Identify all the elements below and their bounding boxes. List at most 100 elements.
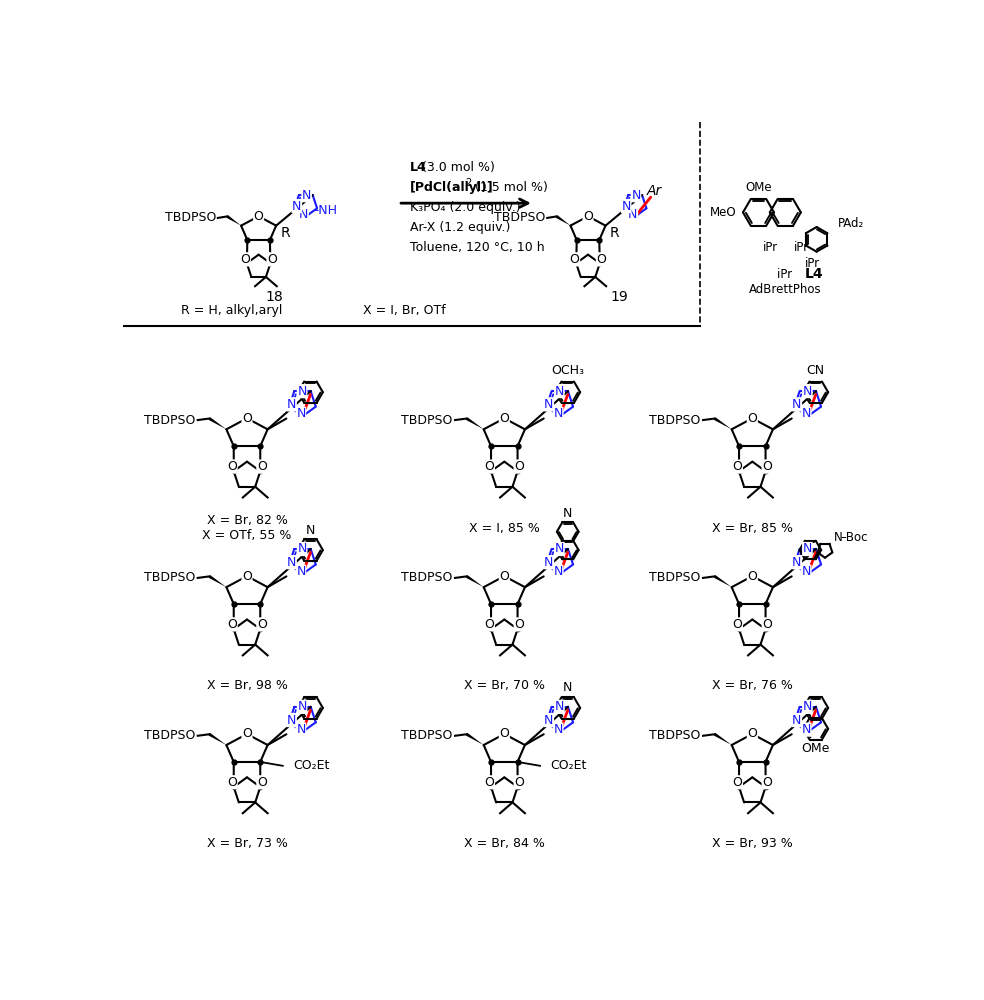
Text: O: O	[484, 460, 494, 473]
Text: O: O	[227, 776, 237, 789]
Polygon shape	[465, 575, 484, 587]
Text: X = I, Br, OTf: X = I, Br, OTf	[363, 304, 446, 317]
Text: K₃PO₄ (2.0 equiv.): K₃PO₄ (2.0 equiv.)	[409, 201, 521, 214]
Polygon shape	[713, 575, 732, 587]
Text: N: N	[563, 681, 573, 694]
Text: Toluene, 120 °C, 10 h: Toluene, 120 °C, 10 h	[409, 241, 544, 254]
Text: N: N	[544, 556, 554, 569]
Text: Ar-X (1.2 equiv.): Ar-X (1.2 equiv.)	[409, 221, 510, 234]
Text: N: N	[287, 398, 296, 411]
Text: R: R	[280, 226, 290, 240]
Text: TBDPSO: TBDPSO	[401, 571, 453, 584]
Text: O: O	[267, 253, 277, 266]
Text: N: N	[802, 407, 811, 420]
Text: TBDPSO: TBDPSO	[494, 211, 546, 224]
Text: R: R	[610, 226, 620, 240]
Text: N: N	[555, 700, 564, 713]
Text: TBDPSO: TBDPSO	[144, 729, 196, 742]
Text: O: O	[242, 570, 252, 583]
Polygon shape	[556, 215, 571, 226]
Text: OMe: OMe	[802, 742, 830, 755]
Text: O: O	[732, 776, 742, 789]
Text: X = Br, 70 %: X = Br, 70 %	[463, 679, 545, 692]
Text: N: N	[296, 723, 306, 736]
Text: O: O	[515, 618, 524, 631]
Text: N: N	[554, 407, 563, 420]
Polygon shape	[209, 417, 226, 429]
Text: N: N	[555, 542, 564, 555]
Text: X = Br, 98 %: X = Br, 98 %	[207, 679, 287, 692]
Text: O: O	[499, 570, 510, 583]
Text: TBDPSO: TBDPSO	[649, 571, 701, 584]
Text: N: N	[802, 565, 811, 578]
Text: TBDPSO: TBDPSO	[649, 729, 701, 742]
Text: N: N	[297, 542, 307, 555]
Text: N: N	[803, 385, 812, 398]
Text: N: N	[306, 524, 315, 537]
Text: O: O	[499, 727, 510, 740]
Text: OMe: OMe	[745, 181, 771, 194]
Text: O: O	[484, 776, 494, 789]
Text: TBDPSO: TBDPSO	[165, 211, 216, 224]
Text: N: N	[302, 189, 311, 202]
Text: Ar: Ar	[646, 184, 662, 198]
Text: iPr: iPr	[763, 241, 777, 254]
Text: N: N	[287, 556, 296, 569]
Text: N: N	[554, 565, 563, 578]
Text: O: O	[748, 727, 758, 740]
Text: O: O	[499, 412, 510, 425]
Text: O: O	[732, 618, 742, 631]
Text: O: O	[570, 253, 580, 266]
Text: O: O	[242, 727, 252, 740]
Text: O: O	[596, 253, 606, 266]
Text: N: N	[287, 714, 296, 727]
Text: –Boc: –Boc	[840, 531, 868, 544]
Text: O: O	[227, 460, 237, 473]
Text: N: N	[834, 531, 843, 544]
Text: X = Br, 93 %: X = Br, 93 %	[712, 837, 793, 850]
Text: MeO: MeO	[710, 206, 737, 219]
Polygon shape	[465, 417, 484, 429]
Text: iPr: iPr	[805, 257, 820, 270]
Polygon shape	[226, 215, 241, 226]
Text: AdBrettPhos: AdBrettPhos	[749, 283, 822, 296]
Text: –NH: –NH	[312, 204, 337, 217]
Text: O: O	[748, 570, 758, 583]
Text: X = I, 85 %: X = I, 85 %	[468, 522, 540, 535]
Text: TBDPSO: TBDPSO	[144, 414, 196, 427]
Text: L4: L4	[805, 267, 824, 281]
Text: N: N	[803, 542, 812, 555]
Text: 18: 18	[266, 290, 283, 304]
Text: O: O	[763, 460, 772, 473]
Text: O: O	[515, 776, 524, 789]
Polygon shape	[209, 733, 226, 745]
Text: X = Br, 84 %: X = Br, 84 %	[463, 837, 545, 850]
Text: O: O	[763, 618, 772, 631]
Text: X = Br, 73 %: X = Br, 73 %	[207, 837, 287, 850]
Polygon shape	[209, 575, 226, 587]
Text: O: O	[732, 460, 742, 473]
Text: O: O	[242, 412, 252, 425]
Text: R = H, alkyl,aryl: R = H, alkyl,aryl	[181, 304, 282, 317]
Polygon shape	[465, 733, 484, 745]
Polygon shape	[713, 733, 732, 745]
Text: N: N	[555, 385, 564, 398]
Text: O: O	[257, 460, 267, 473]
Text: N: N	[296, 407, 306, 420]
Text: X = Br, 82 %
X = OTf, 55 %: X = Br, 82 % X = OTf, 55 %	[203, 514, 291, 542]
Text: X = Br, 85 %: X = Br, 85 %	[711, 522, 793, 535]
Text: N: N	[792, 714, 802, 727]
Text: TBDPSO: TBDPSO	[401, 414, 453, 427]
Text: 2: 2	[465, 178, 471, 188]
Text: N: N	[792, 556, 802, 569]
Text: N: N	[802, 723, 811, 736]
Text: iPr: iPr	[776, 267, 796, 280]
Text: TBDPSO: TBDPSO	[144, 571, 196, 584]
Text: TBDPSO: TBDPSO	[649, 414, 701, 427]
Text: PAd₂: PAd₂	[838, 217, 865, 230]
Text: O: O	[254, 210, 264, 223]
Polygon shape	[713, 417, 732, 429]
Text: N: N	[622, 200, 631, 213]
Text: N: N	[296, 565, 306, 578]
Text: CO₂Et: CO₂Et	[293, 759, 330, 772]
